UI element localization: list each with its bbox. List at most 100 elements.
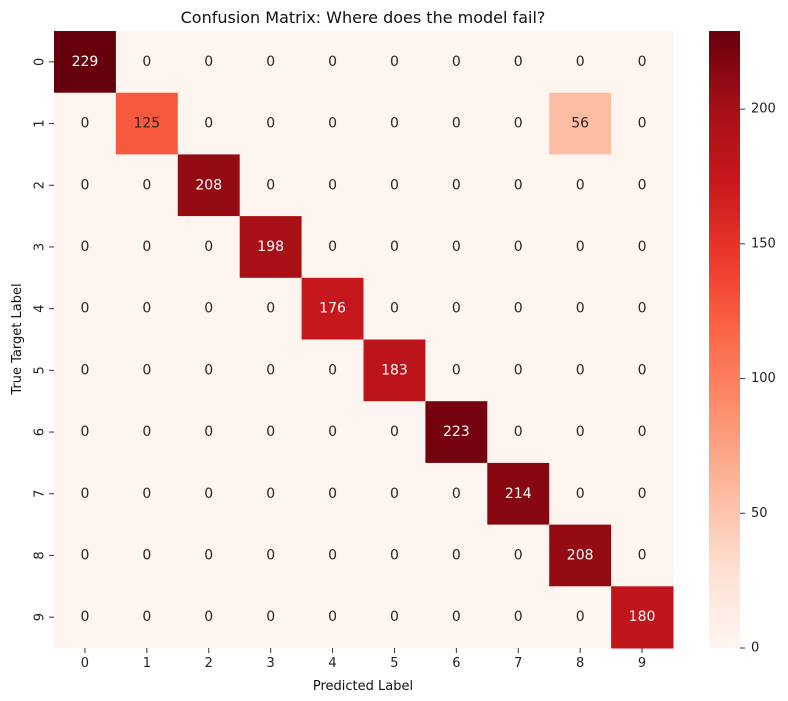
heatmap-cell-2-5: [363, 154, 426, 217]
heatmap-cell-4-3: [239, 277, 303, 340]
cell-value-label-0-1: 0: [142, 54, 151, 70]
cell-value-label-5-8: 0: [576, 362, 585, 378]
cell-value-label-7-4: 0: [328, 486, 337, 502]
cell-value-label-5-6: 0: [452, 362, 461, 378]
cell-value-label-3-4: 0: [328, 239, 337, 255]
heatmap-cell-1-6: [425, 92, 488, 155]
cell-value-label-6-2: 0: [204, 424, 213, 440]
heatmap-cell-4-0: [54, 277, 117, 340]
cell-value-label-4-2: 0: [204, 301, 213, 317]
x-tick-label-7: 7: [514, 656, 522, 671]
heatmap-cell-9-8: [549, 586, 612, 649]
cell-value-label-9-6: 0: [452, 609, 461, 625]
cell-value-label-7-1: 0: [142, 486, 151, 502]
heatmap-cell-0-5: [363, 31, 426, 94]
heatmap-cell-2-9: [611, 154, 674, 217]
heatmap-cell-7-8: [549, 462, 612, 526]
heatmap-cell-5-2: [177, 339, 241, 402]
cell-value-label-8-8: 208: [567, 547, 594, 563]
heatmap-cell-3-4: [301, 216, 364, 279]
x-tick-label-4: 4: [328, 656, 336, 671]
cell-value-label-7-2: 0: [204, 486, 213, 502]
heatmap-cell-8-5: [363, 524, 426, 587]
cell-value-label-3-3: 198: [257, 239, 284, 255]
heatmap-cell-1-4: [301, 92, 364, 155]
heatmap-cell-1-0: [54, 92, 117, 155]
heatmap-cell-9-0: [54, 586, 117, 649]
colorbar-tick-label-100: 100: [751, 371, 776, 386]
heatmap-cell-0-0: [54, 31, 117, 94]
heatmap-cell-1-8: [549, 92, 612, 155]
heatmap-cell-5-3: [239, 339, 303, 402]
heatmap-cell-1-1: [115, 92, 179, 155]
cell-value-label-8-3: 0: [266, 547, 275, 563]
heatmap-cell-0-8: [549, 31, 612, 94]
heatmap-cell-4-4: [301, 277, 364, 340]
cell-value-label-7-6: 0: [452, 486, 461, 502]
heatmap-cell-6-3: [239, 401, 303, 464]
cell-value-label-0-0: 229: [72, 54, 99, 70]
cell-value-label-6-8: 0: [576, 424, 585, 440]
heatmap-cell-8-4: [301, 524, 364, 587]
cell-value-label-1-1: 125: [133, 116, 160, 132]
heatmap-cell-4-8: [549, 277, 612, 340]
y-tick-label-9: 9: [33, 613, 48, 621]
heatmap-cell-2-0: [54, 154, 117, 217]
cell-value-label-6-1: 0: [142, 424, 151, 440]
heatmap-cell-6-2: [177, 401, 241, 464]
heatmap-cell-2-2: [177, 154, 241, 217]
x-tick-label-3: 3: [267, 656, 275, 671]
cell-value-label-4-6: 0: [452, 301, 461, 317]
cell-value-label-8-0: 0: [80, 547, 89, 563]
cell-value-label-6-4: 0: [328, 424, 337, 440]
cell-value-label-4-4: 176: [319, 301, 346, 317]
cell-value-labels: 229 0 0 0 0 0 0 0 0 0 0 125 0 0 0 0 0 0 56 0 0 0 208 0 0 0 0 0 0 0 0 0 0…: [72, 54, 656, 625]
y-axis-label: True Target Label: [10, 283, 25, 395]
cell-value-label-5-5: 183: [381, 362, 408, 378]
cell-value-label-2-7: 0: [514, 177, 523, 193]
heatmap-cell-1-5: [363, 92, 426, 155]
heatmap-cell-6-8: [549, 401, 612, 464]
cell-value-label-9-7: 0: [514, 609, 523, 625]
cell-value-label-3-8: 0: [576, 239, 585, 255]
cell-value-label-8-4: 0: [328, 547, 337, 563]
cell-value-label-4-7: 0: [514, 301, 523, 317]
heatmap-cell-4-5: [363, 277, 426, 340]
cell-value-label-0-4: 0: [328, 54, 337, 70]
cell-value-label-3-1: 0: [142, 239, 151, 255]
cell-value-label-9-4: 0: [328, 609, 337, 625]
heatmap-cell-8-3: [239, 524, 303, 587]
heatmap-cell-5-1: [115, 339, 179, 402]
cell-value-label-6-6: 223: [443, 424, 470, 440]
cell-value-label-5-3: 0: [266, 362, 275, 378]
cell-value-label-1-2: 0: [204, 116, 213, 132]
cell-value-label-6-0: 0: [80, 424, 89, 440]
cell-value-label-9-8: 0: [576, 609, 585, 625]
cell-value-label-1-0: 0: [80, 116, 89, 132]
cell-value-label-3-9: 0: [638, 239, 647, 255]
y-tick-label-1: 1: [33, 119, 48, 127]
y-tick-label-4: 4: [33, 305, 48, 313]
heatmap-cell-5-8: [549, 339, 612, 402]
colorbar: [709, 31, 740, 648]
heatmap-cell-4-7: [487, 277, 550, 340]
cell-value-label-5-7: 0: [514, 362, 523, 378]
cell-value-label-6-5: 0: [390, 424, 399, 440]
cell-value-label-5-0: 0: [80, 362, 89, 378]
cell-value-label-9-0: 0: [80, 609, 89, 625]
heatmap-cell-7-9: [611, 462, 674, 526]
heatmap-cell-0-6: [425, 31, 488, 94]
cell-value-label-4-9: 0: [638, 301, 647, 317]
heatmap-cells: [54, 31, 674, 649]
heatmap-cell-4-1: [115, 277, 179, 340]
cell-value-label-1-8: 56: [571, 116, 589, 132]
cell-value-label-8-5: 0: [390, 547, 399, 563]
cell-value-label-7-0: 0: [80, 486, 89, 502]
cell-value-label-2-3: 0: [266, 177, 275, 193]
heatmap-cell-7-5: [363, 462, 426, 526]
cell-value-label-2-4: 0: [328, 177, 337, 193]
heatmap-cell-8-7: [487, 524, 550, 587]
y-tick-label-8: 8: [33, 551, 48, 559]
cell-value-label-2-0: 0: [80, 177, 89, 193]
heatmap-cell-3-9: [611, 216, 674, 279]
